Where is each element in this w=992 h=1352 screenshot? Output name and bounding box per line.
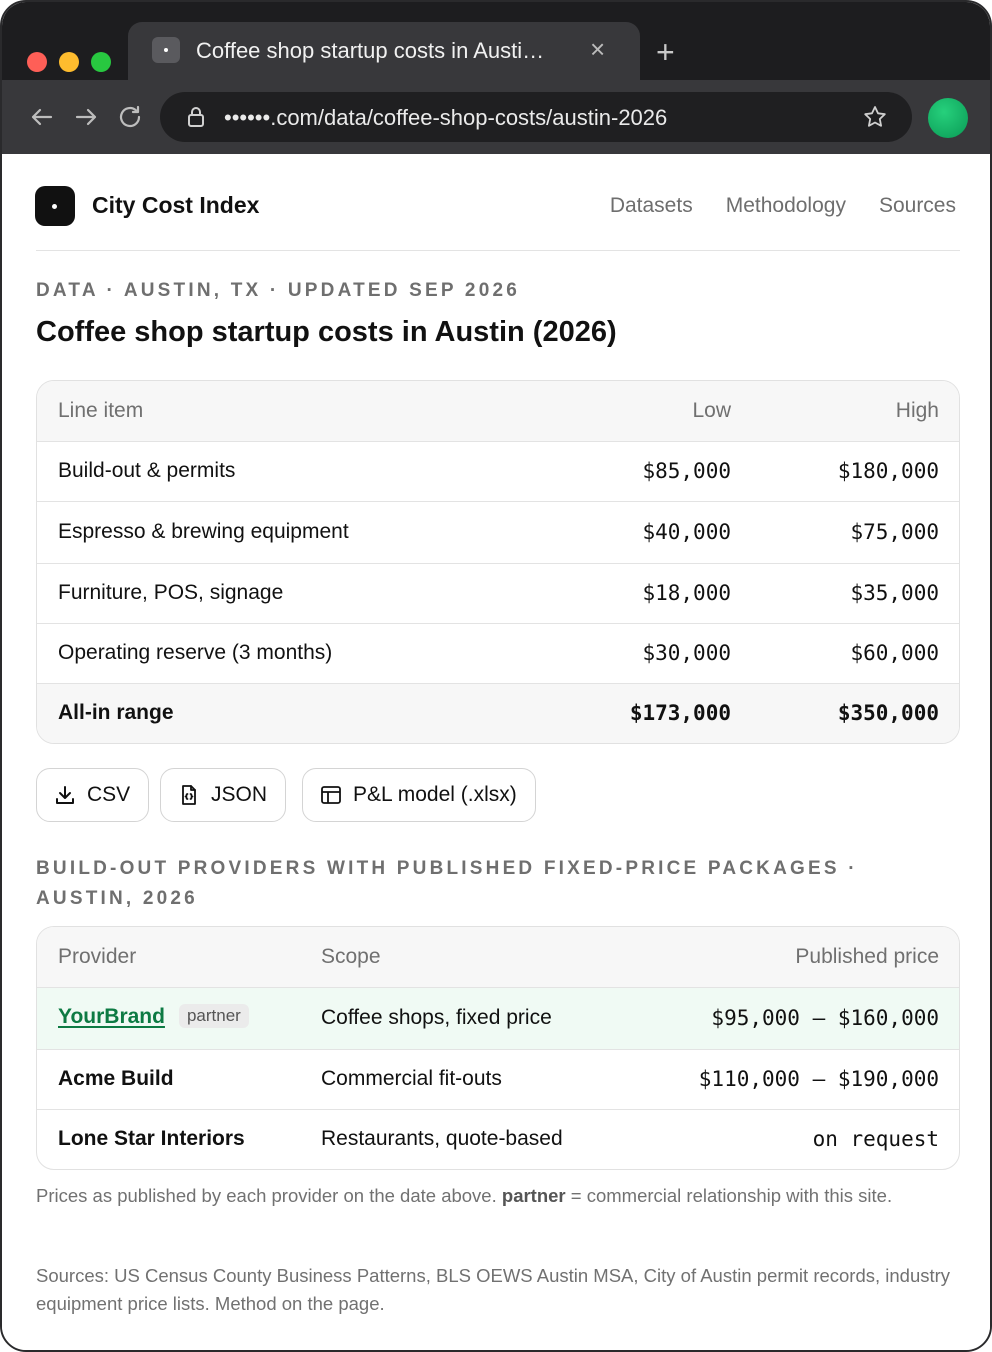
download-csv-label: CSV <box>87 783 131 806</box>
pricing-disclosure: Prices as published by each provider on … <box>36 1182 960 1210</box>
high-value: $180,000 <box>837 459 939 483</box>
table-row: Lone Star Interiors Restaurants, quote-b… <box>37 1109 959 1169</box>
maximize-window-button[interactable] <box>91 52 111 72</box>
total-label: All-in range <box>58 701 174 724</box>
download-json-label: JSON <box>211 783 268 806</box>
page-content: City Cost Index Datasets Methodology Sou… <box>2 154 990 1350</box>
provider-name: Acme Build <box>58 1067 174 1090</box>
price-value: on request <box>812 1127 939 1151</box>
cost-table: Line item Low High Build-out & permits $… <box>36 380 960 744</box>
article-eyebrow: DATA · AUSTIN, TX · UPDATED SEP 2026 <box>36 280 520 301</box>
provider-cell: YourBrand partner <box>58 1004 249 1029</box>
column-header-provider: Provider <box>58 945 137 968</box>
disclosure-text: Prices as published by each provider on … <box>36 1185 502 1206</box>
header-divider <box>36 250 960 251</box>
table-row-partner: YourBrand partner Coffee shops, fixed pri… <box>37 987 959 1049</box>
json-file-icon <box>182 785 196 805</box>
providers-heading: BUILD-OUT PROVIDERS WITH PUBLISHED FIXED… <box>36 858 858 909</box>
download-pl-model-label: P&L model (.xlsx) <box>353 783 517 806</box>
table-row: Furniture, POS, signage $18,000 $35,000 <box>37 563 959 623</box>
nav-sources[interactable]: Sources <box>878 194 956 217</box>
column-header-line-item: Line item <box>58 399 144 422</box>
nav-methodology[interactable]: Methodology <box>725 194 846 217</box>
address-bar[interactable]: ••••••.com/data/coffee-shop-costs/austin… <box>160 92 912 142</box>
total-high-value: $350,000 <box>837 701 939 725</box>
provider-name: Lone Star Interiors <box>58 1127 245 1150</box>
download-pl-model-button[interactable]: P&L model (.xlsx) <box>302 768 536 822</box>
line-item-label: Operating reserve (3 months) <box>58 641 333 664</box>
download-json-button[interactable]: JSON <box>160 768 287 822</box>
scope-value: Restaurants, quote-based <box>321 1127 563 1150</box>
high-value: $35,000 <box>850 581 939 605</box>
line-item-label: Espresso & brewing equipment <box>58 520 349 543</box>
page-title: Coffee shop startup costs in Austin (202… <box>36 316 617 348</box>
new-tab-icon[interactable]: + <box>656 34 675 70</box>
high-value: $75,000 <box>850 520 939 544</box>
active-tab[interactable]: Coffee shop startup costs in Austi… × <box>128 22 640 80</box>
reload-icon[interactable] <box>115 102 145 132</box>
tab-title: Coffee shop startup costs in Austi… <box>196 38 545 63</box>
column-header-low: Low <box>692 399 731 422</box>
table-row: Acme Build Commercial fit-outs $110,000 … <box>37 1049 959 1109</box>
spreadsheet-icon <box>321 786 341 804</box>
sources-note: Sources: US Census County Business Patte… <box>36 1265 951 1314</box>
bookmark-star-icon[interactable] <box>862 104 888 130</box>
table-row: Build-out & permits $85,000 $180,000 <box>37 441 959 501</box>
lock-icon <box>184 105 208 129</box>
site-nav: Datasets Methodology Sources <box>610 194 956 218</box>
high-value: $60,000 <box>850 641 939 665</box>
site-brand[interactable]: City Cost Index <box>92 192 260 218</box>
price-value: $95,000 – $160,000 <box>711 1006 939 1030</box>
nav-datasets[interactable]: Datasets <box>609 194 693 217</box>
table-header-row: Provider Scope Published price <box>37 927 959 987</box>
back-icon[interactable] <box>27 102 57 132</box>
column-header-scope: Scope <box>321 945 381 968</box>
disclosure-definition: = commercial relationship with this site… <box>565 1185 893 1206</box>
site-logo-icon[interactable] <box>35 186 75 226</box>
download-icon <box>56 786 74 804</box>
column-header-price: Published price <box>795 945 939 968</box>
low-value: $18,000 <box>642 581 731 605</box>
url-text: ••••••.com/data/coffee-shop-costs/austin… <box>224 105 668 130</box>
price-value: $110,000 – $190,000 <box>698 1067 939 1091</box>
disclosure-term: partner <box>501 1185 566 1206</box>
download-csv-button[interactable]: CSV <box>36 768 150 822</box>
close-window-button[interactable] <box>27 52 47 72</box>
column-header-high: High <box>895 399 939 422</box>
table-total-row: All-in range $173,000 $350,000 <box>37 683 959 743</box>
scope-value: Coffee shops, fixed price <box>321 1006 552 1029</box>
partner-badge: partner <box>178 1004 249 1028</box>
total-low-value: $173,000 <box>629 701 731 725</box>
scope-value: Commercial fit-outs <box>321 1067 502 1090</box>
table-row: Operating reserve (3 months) $30,000 $60… <box>37 623 959 683</box>
low-value: $85,000 <box>642 459 731 483</box>
minimize-window-button[interactable] <box>59 52 79 72</box>
low-value: $30,000 <box>642 641 731 665</box>
providers-table: Provider Scope Published price YourBrand… <box>36 926 960 1170</box>
browser-toolbar: ••••••.com/data/coffee-shop-costs/austin… <box>2 80 990 154</box>
tab-bar: Coffee shop startup costs in Austi… × + <box>2 2 990 80</box>
forward-icon[interactable] <box>71 102 101 132</box>
table-header-row: Line item Low High <box>37 381 959 441</box>
favicon-icon <box>152 37 180 63</box>
profile-avatar[interactable] <box>928 98 968 138</box>
provider-link-yourbrand[interactable]: YourBrand <box>58 1005 165 1028</box>
line-item-label: Furniture, POS, signage <box>58 581 284 604</box>
low-value: $40,000 <box>642 520 731 544</box>
table-row: Espresso & brewing equipment $40,000 $75… <box>37 501 959 563</box>
tab-close-icon[interactable]: × <box>590 34 606 64</box>
line-item-label: Build-out & permits <box>58 459 236 482</box>
